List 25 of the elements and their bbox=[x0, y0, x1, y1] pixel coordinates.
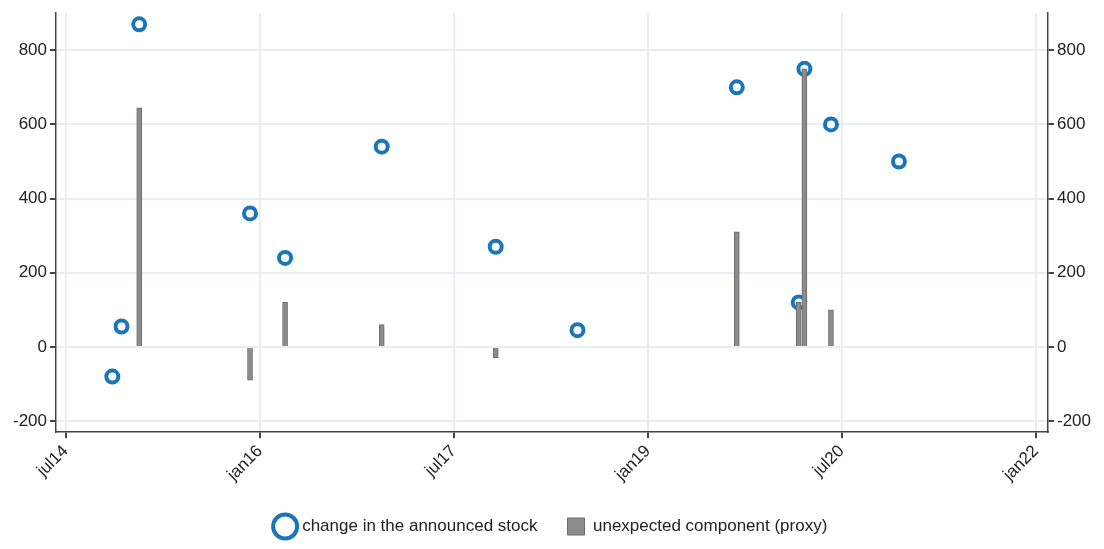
y2-tick-label: 600 bbox=[1056, 114, 1086, 134]
point bbox=[131, 16, 148, 33]
point bbox=[487, 238, 504, 255]
y-tick-label: 800 bbox=[18, 39, 48, 59]
legend-label: unexpected component (proxy) bbox=[592, 516, 828, 536]
point bbox=[373, 138, 390, 155]
y-tick-label: 0 bbox=[37, 336, 48, 356]
y2-tick-label: 0 bbox=[1056, 336, 1067, 356]
y-tick-label: 600 bbox=[18, 114, 48, 134]
point bbox=[728, 79, 745, 96]
point bbox=[569, 322, 586, 339]
y-tick-label: 400 bbox=[18, 188, 48, 208]
point bbox=[242, 205, 259, 222]
point bbox=[890, 153, 907, 170]
y2-tick-label: 200 bbox=[1056, 262, 1086, 282]
point bbox=[277, 249, 294, 266]
y2-tick-label: 800 bbox=[1056, 39, 1086, 59]
legend-label: change in the announced stock bbox=[302, 516, 538, 536]
y2-tick-label: -200 bbox=[1056, 410, 1092, 430]
y-tick-label: -200 bbox=[12, 410, 48, 430]
y2-tick-label: 400 bbox=[1056, 188, 1086, 208]
point bbox=[822, 116, 839, 133]
y-tick-label: 200 bbox=[18, 262, 48, 282]
point bbox=[104, 368, 121, 385]
point bbox=[113, 318, 130, 335]
